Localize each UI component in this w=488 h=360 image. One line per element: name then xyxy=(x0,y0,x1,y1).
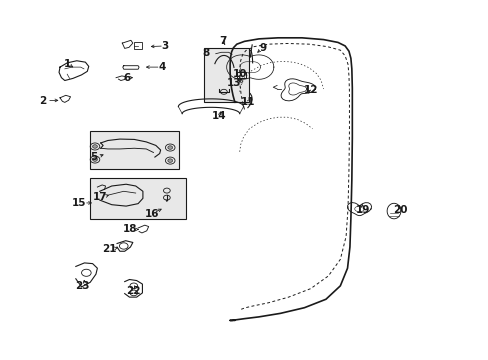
Text: 13: 13 xyxy=(226,78,241,88)
Text: 7: 7 xyxy=(219,36,226,46)
Text: 19: 19 xyxy=(355,205,370,215)
Text: 15: 15 xyxy=(72,198,86,208)
Text: 11: 11 xyxy=(241,98,255,107)
Text: 10: 10 xyxy=(232,69,246,79)
Text: 6: 6 xyxy=(123,73,130,83)
Text: 21: 21 xyxy=(102,244,116,254)
Text: 8: 8 xyxy=(202,48,209,58)
Bar xyxy=(90,178,185,219)
Circle shape xyxy=(92,145,97,148)
Text: 4: 4 xyxy=(158,62,165,72)
Text: 3: 3 xyxy=(162,41,169,51)
Circle shape xyxy=(92,158,97,161)
Circle shape xyxy=(167,146,172,149)
Text: 12: 12 xyxy=(303,85,317,95)
Bar xyxy=(134,42,142,49)
Circle shape xyxy=(167,159,172,162)
Text: 2: 2 xyxy=(40,96,47,105)
Text: 22: 22 xyxy=(126,286,140,296)
Bar xyxy=(90,131,179,170)
Bar xyxy=(237,72,245,78)
Text: 5: 5 xyxy=(90,152,97,162)
Text: 23: 23 xyxy=(75,281,90,291)
Text: 1: 1 xyxy=(63,59,71,68)
Text: 17: 17 xyxy=(92,192,107,202)
Text: 14: 14 xyxy=(212,112,226,121)
Text: 9: 9 xyxy=(259,43,266,53)
Bar xyxy=(203,48,249,102)
Text: 18: 18 xyxy=(123,224,138,234)
Text: 16: 16 xyxy=(145,208,160,219)
Text: 20: 20 xyxy=(392,205,407,215)
